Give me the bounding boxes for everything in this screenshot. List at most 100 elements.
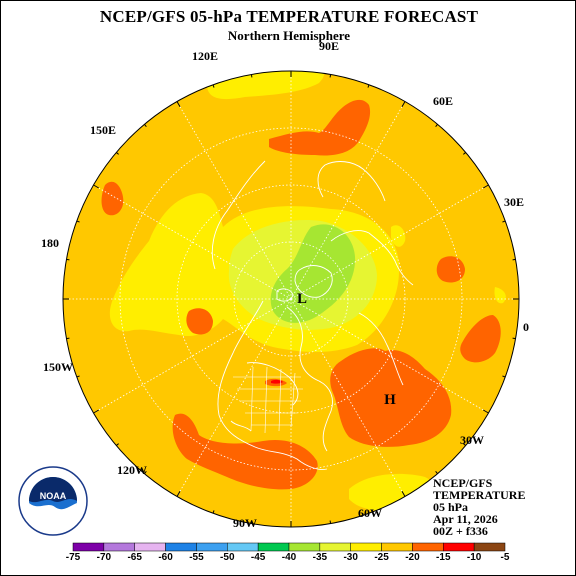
lon-label-150w: 150W <box>43 360 73 374</box>
lon-label-90w: 90W <box>233 516 257 530</box>
longitude-tick <box>483 184 489 189</box>
low-pressure-marker: L <box>297 291 307 307</box>
meridian-line <box>290 298 406 497</box>
band-minus20-to-minus15 <box>460 315 501 363</box>
colorbar-bin <box>412 542 444 552</box>
map-title: NCEP/GFS 05-hPa TEMPERATURE FORECAST <box>99 7 479 26</box>
longitude-tick <box>512 258 516 261</box>
longitude-tick <box>435 471 438 474</box>
meridian-line <box>176 101 292 300</box>
longitude-tick <box>502 220 506 223</box>
meridian-line <box>290 298 489 414</box>
longitude-tick <box>116 443 119 446</box>
colorbar <box>72 542 506 552</box>
colorbar-bin <box>134 542 166 552</box>
lon-label-0: 0 <box>523 320 529 334</box>
colorbar-tick-label: -45 <box>250 552 266 563</box>
colorbar-tick-label: -25 <box>374 552 389 563</box>
map-subtitle: Northern Hemisphere <box>227 28 351 43</box>
longitude-tick <box>144 124 147 127</box>
noaa-logo-text: NOAA <box>40 491 67 501</box>
lon-label-180: 180 <box>41 236 59 250</box>
colorbar-bin <box>103 542 135 552</box>
colorbar-bin <box>350 542 382 552</box>
colorbar-tick-label: -50 <box>220 552 235 563</box>
meridian-line <box>176 298 292 497</box>
longitude-tick <box>463 152 466 155</box>
lon-label-150e: 150E <box>90 123 117 137</box>
colorbar-bin <box>257 542 290 552</box>
lon-label-90e: 90E <box>319 39 340 53</box>
meridian-line <box>290 101 406 300</box>
band-minus30-to-minus25 <box>494 287 506 304</box>
temperature-field <box>63 71 519 527</box>
lon-label-30e: 30E <box>504 195 525 209</box>
band-minus20-to-minus15 <box>330 348 452 447</box>
high-pressure-marker: H <box>384 392 396 408</box>
colorbar-tick-label: -40 <box>281 552 297 563</box>
band-minus30-to-minus25 <box>206 71 324 99</box>
band-minus20-to-minus15 <box>101 181 124 216</box>
colorbar-tick-label: -55 <box>189 552 204 563</box>
band-minus20-to-minus15 <box>186 308 213 335</box>
meridian-line <box>93 298 292 414</box>
colorbar-tick-label: -10 <box>466 552 482 563</box>
longitude-tick <box>512 337 516 340</box>
colorbar-tick-label: -5 <box>500 552 510 563</box>
colorbar-bin <box>72 542 105 552</box>
longitude-tick <box>401 101 406 107</box>
longitude-tick <box>66 258 70 261</box>
colorbar-bin <box>319 542 351 552</box>
colorbar-tick-label: -60 <box>158 552 173 563</box>
meridian-line <box>93 184 292 300</box>
longitude-tick <box>212 510 215 514</box>
colorbar-tick-label: -30 <box>343 552 358 563</box>
longitude-tick <box>250 74 253 78</box>
longitude-tick <box>329 520 332 524</box>
meridian-line <box>290 184 489 300</box>
longitude-tick <box>144 471 147 474</box>
colorbar-bin <box>227 542 259 552</box>
colorbar-bin <box>443 542 475 552</box>
lon-label-60w: 60W <box>358 506 382 520</box>
colorbar-tick-label: -20 <box>405 552 420 563</box>
latitude-circle <box>119 127 463 471</box>
longitude-tick <box>367 510 370 514</box>
colorbar-bin <box>165 542 197 552</box>
longitude-tick <box>367 84 370 88</box>
band-minus20-to-minus15 <box>269 99 371 156</box>
lon-label-30w: 30W <box>460 433 484 447</box>
longitude-tick <box>212 84 215 88</box>
longitude-tick <box>93 409 99 414</box>
longitude-tick <box>483 409 489 414</box>
band-minus30-to-minus25 <box>391 225 406 247</box>
colorbar-bin <box>381 542 413 552</box>
forecast-info-block: NCEP/GFS TEMPERATURE 05 hPa Apr 11, 2026… <box>433 477 525 537</box>
info-level: 05 hPa <box>433 500 469 514</box>
colorbar-tick-label: -15 <box>436 552 451 563</box>
band-minus20-to-minus15 <box>172 413 318 490</box>
colorbar-bin <box>288 542 321 552</box>
lon-label-120e: 120E <box>192 49 219 63</box>
info-model: NCEP/GFS <box>433 476 493 490</box>
band-minus15-to-minus10 <box>271 379 283 384</box>
longitude-tick <box>76 220 80 223</box>
info-field: TEMPERATURE <box>433 488 526 502</box>
noaa-logo: NOAA <box>18 466 88 536</box>
longitude-tick <box>176 101 181 107</box>
colorbar-tick-label: -65 <box>127 552 142 563</box>
longitude-tick <box>463 443 466 446</box>
longitude-tick <box>93 184 99 189</box>
longitude-tick <box>435 124 438 127</box>
lon-label-120w: 120W <box>117 463 147 477</box>
longitude-tick <box>250 520 253 524</box>
info-run: 00Z + f336 <box>433 524 488 538</box>
longitude-tick <box>66 337 70 340</box>
political-boundaries <box>233 366 303 434</box>
info-date: Apr 11, 2026 <box>433 512 498 526</box>
longitude-tick <box>76 375 80 378</box>
lon-label-60e: 60E <box>433 94 454 108</box>
longitude-ticks <box>63 71 519 527</box>
